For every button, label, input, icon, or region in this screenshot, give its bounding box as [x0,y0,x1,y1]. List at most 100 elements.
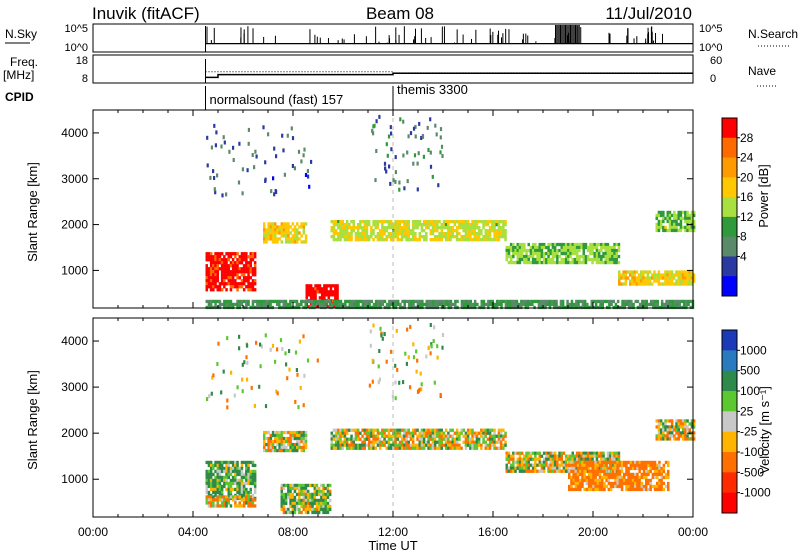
heatmap-cell [265,436,268,441]
heatmap-cell [251,273,255,277]
heatmap-cell [341,302,345,307]
heatmap-cell [482,434,485,438]
heatmap-scatter-cell [237,180,241,185]
heatmap-cell [692,222,696,227]
heatmap-cell [253,475,257,480]
heatmap-cell [607,481,611,486]
heatmap-cell [633,279,636,283]
heatmap-cell [623,305,626,310]
heatmap-cell [583,460,586,465]
heatmap-scatter-cell [236,385,239,390]
heatmap-cell [205,501,208,505]
heatmap-cell [238,487,241,492]
heatmap-cell [540,463,544,467]
heatmap-cell [212,501,215,505]
heatmap-cell [442,232,446,236]
heatmap-cell [692,279,696,283]
heatmap-cell [507,469,511,473]
heatmap-cell [227,252,230,256]
heatmap-cell [231,252,235,256]
heatmap-cell [298,445,301,450]
heatmap-cell [615,457,618,461]
heatmap-cell [570,484,573,489]
heatmap-cell [407,305,411,310]
heatmap-scatter-cell [372,124,375,129]
heatmap-cell [223,302,226,307]
heatmap-cell [416,434,419,438]
heatmap-cell [324,305,327,310]
heatmap-cell [334,287,337,291]
heatmap-cell [648,276,652,280]
heatmap-cell [556,460,559,464]
heatmap-cell [326,510,330,515]
heatmap-cell [291,507,294,512]
heatmap-cell [692,225,696,230]
heatmap-cell [398,428,402,432]
heatmap-cell [547,466,550,470]
heatmap-cell [484,434,487,438]
heatmap-cell [509,466,513,470]
heatmap-cell [394,440,397,444]
heatmap-cell [534,242,537,247]
heatmap-cell [214,469,217,474]
heatmap-cell [675,419,678,423]
heatmap-cell [464,223,468,227]
heatmap-cell [220,460,224,465]
heatmap-scatter-cell [394,363,397,368]
heatmap-cell [403,437,406,441]
heatmap-cell [636,472,639,477]
heatmap-cell [207,472,211,477]
heatmap-cell [573,260,577,265]
heatmap-cell [657,434,661,438]
heatmap-cell [251,270,255,274]
heatmap-cell [289,231,292,235]
heatmap-cell [376,437,380,441]
heatmap-cell [411,220,415,224]
heatmap-cell [584,242,588,247]
heatmap-cell [562,451,566,455]
heatmap-cell [238,270,241,274]
heatmap-cell [655,216,658,221]
heatmap-cell [372,428,375,432]
heatmap-cell [245,267,248,271]
heatmap-cell [499,229,503,233]
heatmap-cell [385,446,388,450]
heatmap-cell [231,261,235,265]
heatmap-scatter-cell [251,153,254,157]
heatmap-cell [251,493,255,498]
heatmap-cell [600,466,603,470]
colorbar-tick-label: 16 [740,190,754,204]
heatmap-cell [298,439,301,444]
heatmap-cell [356,229,360,233]
heatmap-cell [584,454,588,458]
heatmap-cell [313,486,316,491]
heatmap-cell [205,267,208,271]
heatmap-cell [253,299,257,304]
heatmap-cell [385,305,389,310]
freq-series [205,59,693,83]
heatmap-cell [569,245,572,250]
heatmap-cell [227,501,230,505]
heatmap-cell [352,437,355,441]
heatmap-cell [287,442,290,447]
heatmap-cell [447,223,450,227]
heatmap-cell [416,302,420,307]
heatmap-cell [548,299,552,304]
heatmap-cell [306,483,310,488]
heatmap-cell [227,258,230,262]
heatmap-cell [653,463,657,468]
heatmap-cell [209,264,213,268]
heatmap-cell [617,457,621,461]
heatmap-cell [227,463,230,468]
heatmap-cell [567,466,570,470]
heatmap-cell [631,487,635,492]
heatmap-cell [265,442,268,447]
heatmap-cell [656,487,659,492]
colorbar-swatch [722,157,737,178]
heatmap-cell [374,434,377,438]
heatmap-cell [591,260,594,265]
heatmap-cell [387,428,391,432]
heatmap-scatter-cell [302,334,305,339]
heatmap-scatter-cell [232,158,235,162]
heatmap-cell [608,454,612,458]
